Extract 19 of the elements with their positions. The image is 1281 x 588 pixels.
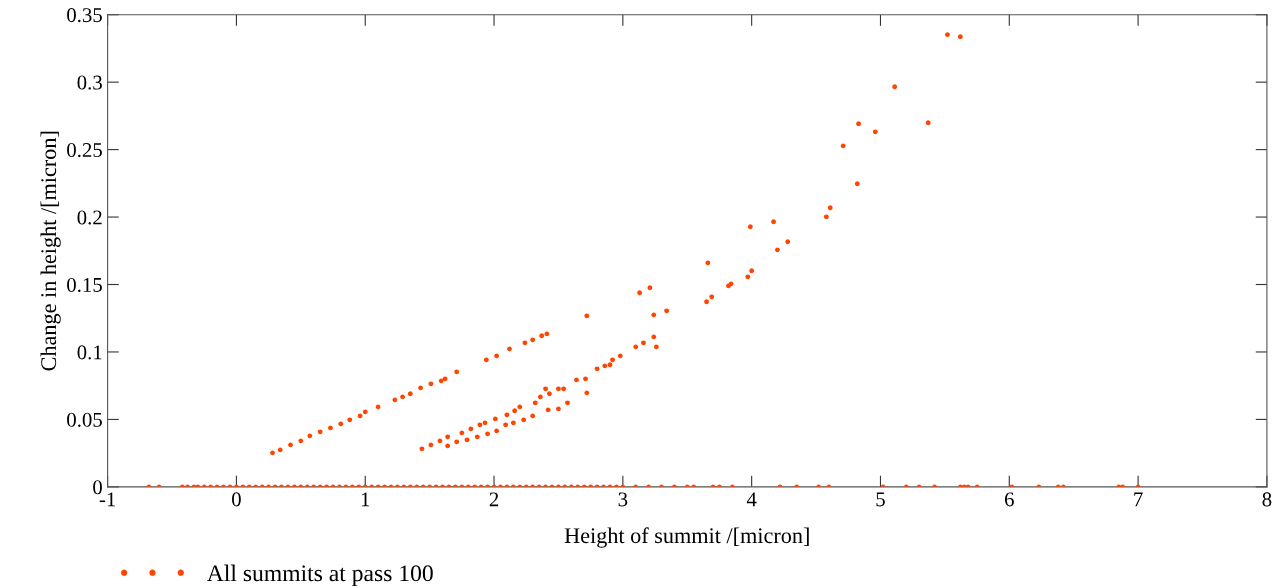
x-tick-label: 5 [876,492,885,507]
y-axis-title: Change in height /[micron] [40,131,61,371]
y-tick-label: 0.35 [67,8,102,23]
x-tick-label: 1 [361,492,370,507]
x-tick-label: 0 [232,492,241,507]
x-tick-label: 2 [489,492,499,507]
x-tick-label: 4 [746,492,757,507]
legend-label: All summits at pass 100 [207,564,433,587]
y-tick-label: 0.25 [67,142,102,158]
x-tick-label: 7 [1134,492,1143,507]
x-tick-label: 6 [1004,492,1014,507]
x-tick-label: 8 [1262,492,1272,507]
x-axis-title: Height of summit /[micron] [564,527,809,548]
y-tick-label: 0.2 [77,210,102,225]
y-tick-label: 0.05 [67,412,102,427]
y-tick-label: 0.3 [77,75,102,90]
y-tick-label: 0.15 [67,277,102,293]
x-tick-label: 3 [618,492,628,507]
y-tick-label: 0.1 [77,345,102,360]
